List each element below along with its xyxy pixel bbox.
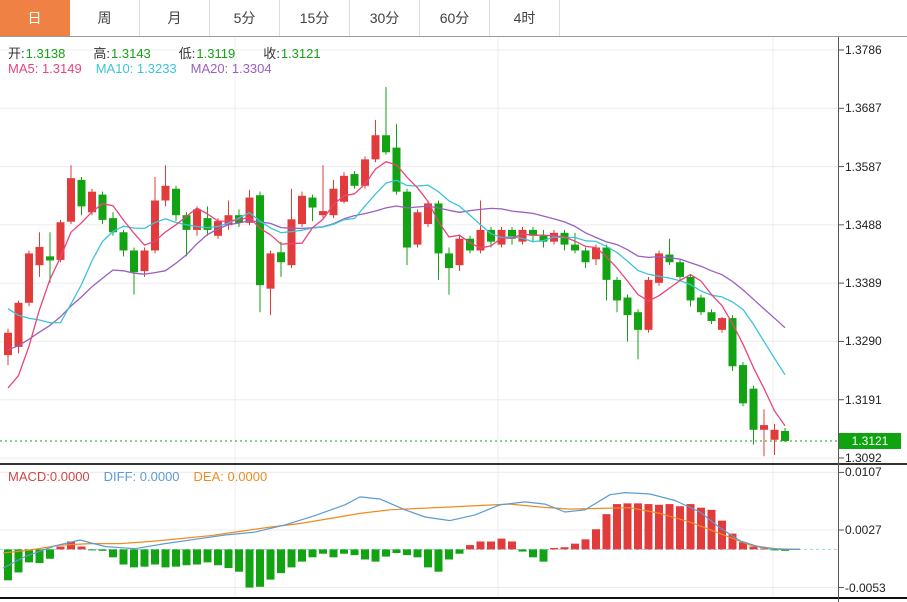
macd-axis-label: -0.0053	[845, 580, 886, 595]
close-label: 收:	[263, 46, 280, 61]
price-axis-label: 1.3786	[845, 43, 882, 57]
macd-value: MACD:0.0000	[8, 469, 90, 484]
ma20-value: MA20: 1.3304	[190, 61, 272, 76]
tab-month[interactable]: 月	[140, 0, 210, 36]
ohlc-legend: 开:1.3138 高:1.3143 低:1.3119 收:1.3121	[8, 43, 349, 62]
tab-4hour[interactable]: 4时	[490, 0, 560, 36]
clipped-axis-label: -0.0133	[845, 599, 903, 602]
ma-legend: MA5: 1.3149 MA10: 1.3233 MA20: 1.3304	[8, 61, 286, 76]
tab-day[interactable]: 日	[0, 0, 70, 36]
macd-axis-label: 0.0107	[845, 465, 882, 480]
ma5-value: MA5: 1.3149	[8, 61, 82, 76]
close-value: 1.3121	[280, 46, 321, 61]
ma10-value: MA10: 1.3233	[95, 61, 177, 76]
price-axis-label: 1.3587	[845, 159, 882, 174]
dea-value: DEA: 0.0000	[193, 469, 268, 484]
price-axis-label: 1.3191	[845, 392, 882, 407]
tab-5min[interactable]: 5分	[210, 0, 280, 36]
high-label: 高:	[93, 46, 111, 61]
open-value: 1.3138	[25, 46, 66, 61]
tab-60min[interactable]: 60分	[420, 0, 490, 36]
tab-15min[interactable]: 15分	[280, 0, 350, 36]
high-value: 1.3143	[111, 46, 151, 61]
price-axis-label: 1.3488	[845, 217, 882, 232]
tab-30min[interactable]: 30分	[350, 0, 420, 36]
price-axis-label: 1.3389	[845, 276, 882, 291]
macd-axis-label: 0.0027	[845, 522, 882, 537]
macd-legend: MACD:0.0000 DIFF: 0.0000 DEA: 0.0000	[8, 469, 281, 484]
tab-week[interactable]: 周	[70, 0, 140, 36]
low-value: 1.3119	[196, 46, 236, 61]
open-label: 开:	[8, 46, 25, 61]
price-axis-label: 1.3687	[845, 101, 882, 116]
diff-value: DIFF: 0.0000	[103, 469, 180, 484]
price-axis-label: 1.3092	[845, 451, 882, 465]
current-price-badge: 1.3121	[839, 432, 901, 449]
price-axis-label: 1.3290	[845, 334, 882, 349]
timeframe-tabbar: 日周月 5分 15分 30分 60分 4时	[0, 0, 907, 37]
low-label: 低:	[178, 46, 196, 61]
